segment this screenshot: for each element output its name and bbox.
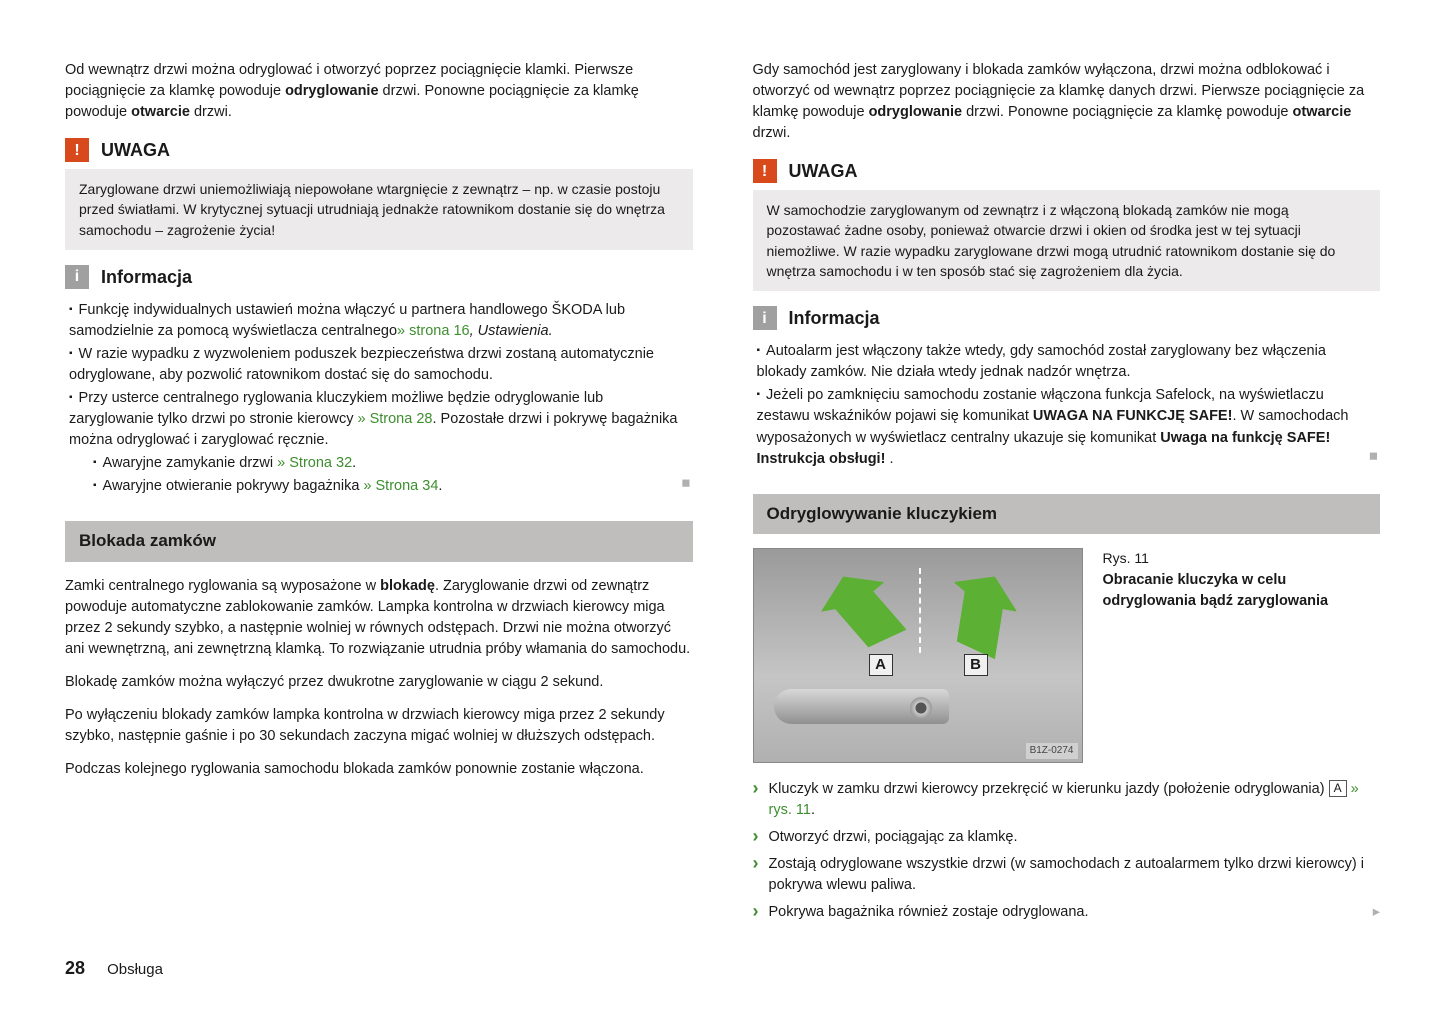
warning-body: W samochodzie zaryglowanym od zewnątrz i… xyxy=(753,190,1381,291)
link-page28[interactable]: » Strona 28 xyxy=(358,411,433,427)
info-icon: i xyxy=(753,306,777,330)
info-sub1: Awaryjne zamykanie drzwi » Strona 32. xyxy=(65,453,691,474)
keyhole-icon xyxy=(910,697,932,719)
warning-icon: ! xyxy=(65,138,89,162)
blokada-p1: Zamki centralnego ryglowania są wyposażo… xyxy=(65,576,693,660)
right-warning-box: ! UWAGA W samochodzie zaryglowanym od ze… xyxy=(753,158,1381,291)
left-warning-box: ! UWAGA Zaryglowane drzwi uniemożliwiają… xyxy=(65,137,693,250)
figure-number: Rys. 11 xyxy=(1103,548,1381,568)
warning-title: UWAGA xyxy=(101,137,170,163)
footer-section: Obsługa xyxy=(107,961,163,978)
section-end-marker: ◼ xyxy=(1369,449,1378,465)
info-title: Informacja xyxy=(101,264,192,290)
info-title: Informacja xyxy=(789,305,880,331)
info-item-3: Przy usterce centralnego ryglowania kluc… xyxy=(65,388,691,451)
result-2: Pokrywa bagażnika również zostaje odrygl… xyxy=(753,902,1381,923)
right-info-p2: Jeżeli po zamknięciu samochodu zostanie … xyxy=(753,385,1379,469)
left-intro: Od wewnątrz drzwi można odryglować i otw… xyxy=(65,60,693,123)
right-intro: Gdy samochód jest zaryglowany i blokada … xyxy=(753,60,1381,144)
continuation-marker: ▸ xyxy=(1373,902,1380,923)
step-1: Kluczyk w zamku drzwi kierowcy przekręci… xyxy=(753,779,1381,821)
figure-11: A B B1Z-0274 Rys. 11 Obracanie kluczyka … xyxy=(753,548,1381,763)
warning-icon: ! xyxy=(753,159,777,183)
figure-title: Obracanie kluczyka w celu odryglowania b… xyxy=(1103,570,1381,612)
left-column: Od wewnątrz drzwi można odryglować i otw… xyxy=(65,60,693,929)
link-page16[interactable]: » strona 16 xyxy=(397,323,470,339)
info-icon: i xyxy=(65,265,89,289)
figure-11-image: A B B1Z-0274 xyxy=(753,548,1083,763)
page-number: 28 xyxy=(65,958,85,978)
step-2: Otworzyć drzwi, pociągając za klamkę. xyxy=(753,827,1381,848)
arrow-b-icon xyxy=(931,562,1026,660)
link-page32[interactable]: » Strona 32 xyxy=(277,455,352,471)
key-a-label: A xyxy=(1329,780,1347,797)
left-info-box: i Informacja Funkcję indywidualnych usta… xyxy=(65,264,693,503)
figure-code: B1Z-0274 xyxy=(1026,743,1078,760)
label-b: B xyxy=(964,654,988,676)
section-odryglowywanie: Odryglowywanie kluczykiem xyxy=(753,494,1381,535)
section-end-marker: ◼ xyxy=(681,476,690,492)
result-1: Zostają odryglowane wszystkie drzwi (w s… xyxy=(753,854,1381,896)
blokada-p4: Podczas kolejnego ryglowania samochodu b… xyxy=(65,759,693,780)
right-info-p1: Autoalarm jest włączony także wtedy, gdy… xyxy=(753,341,1379,383)
right-column: Gdy samochód jest zaryglowany i blokada … xyxy=(753,60,1381,929)
link-page34[interactable]: » Strona 34 xyxy=(363,478,438,494)
page-footer: 28 Obsługa xyxy=(65,955,163,981)
arrow-a-icon xyxy=(811,562,906,660)
center-dashline xyxy=(919,568,921,653)
warning-body: Zaryglowane drzwi uniemożliwiają niepowo… xyxy=(65,169,693,250)
info-item-1: Funkcję indywidualnych ustawień można wł… xyxy=(65,300,691,342)
info-sub2: Awaryjne otwieranie pokrywy bagażnika » … xyxy=(65,476,691,497)
blokada-p3: Po wyłączeniu blokady zamków lampka kont… xyxy=(65,705,693,747)
label-a: A xyxy=(869,654,893,676)
section-blokada-zamkow: Blokada zamków xyxy=(65,521,693,562)
warning-title: UWAGA xyxy=(789,158,858,184)
info-item-2: W razie wypadku z wyzwoleniem poduszek b… xyxy=(65,344,691,386)
blokada-p2: Blokadę zamków można wyłączyć przez dwuk… xyxy=(65,672,693,693)
right-info-box: i Informacja Autoalarm jest włączony tak… xyxy=(753,305,1381,475)
